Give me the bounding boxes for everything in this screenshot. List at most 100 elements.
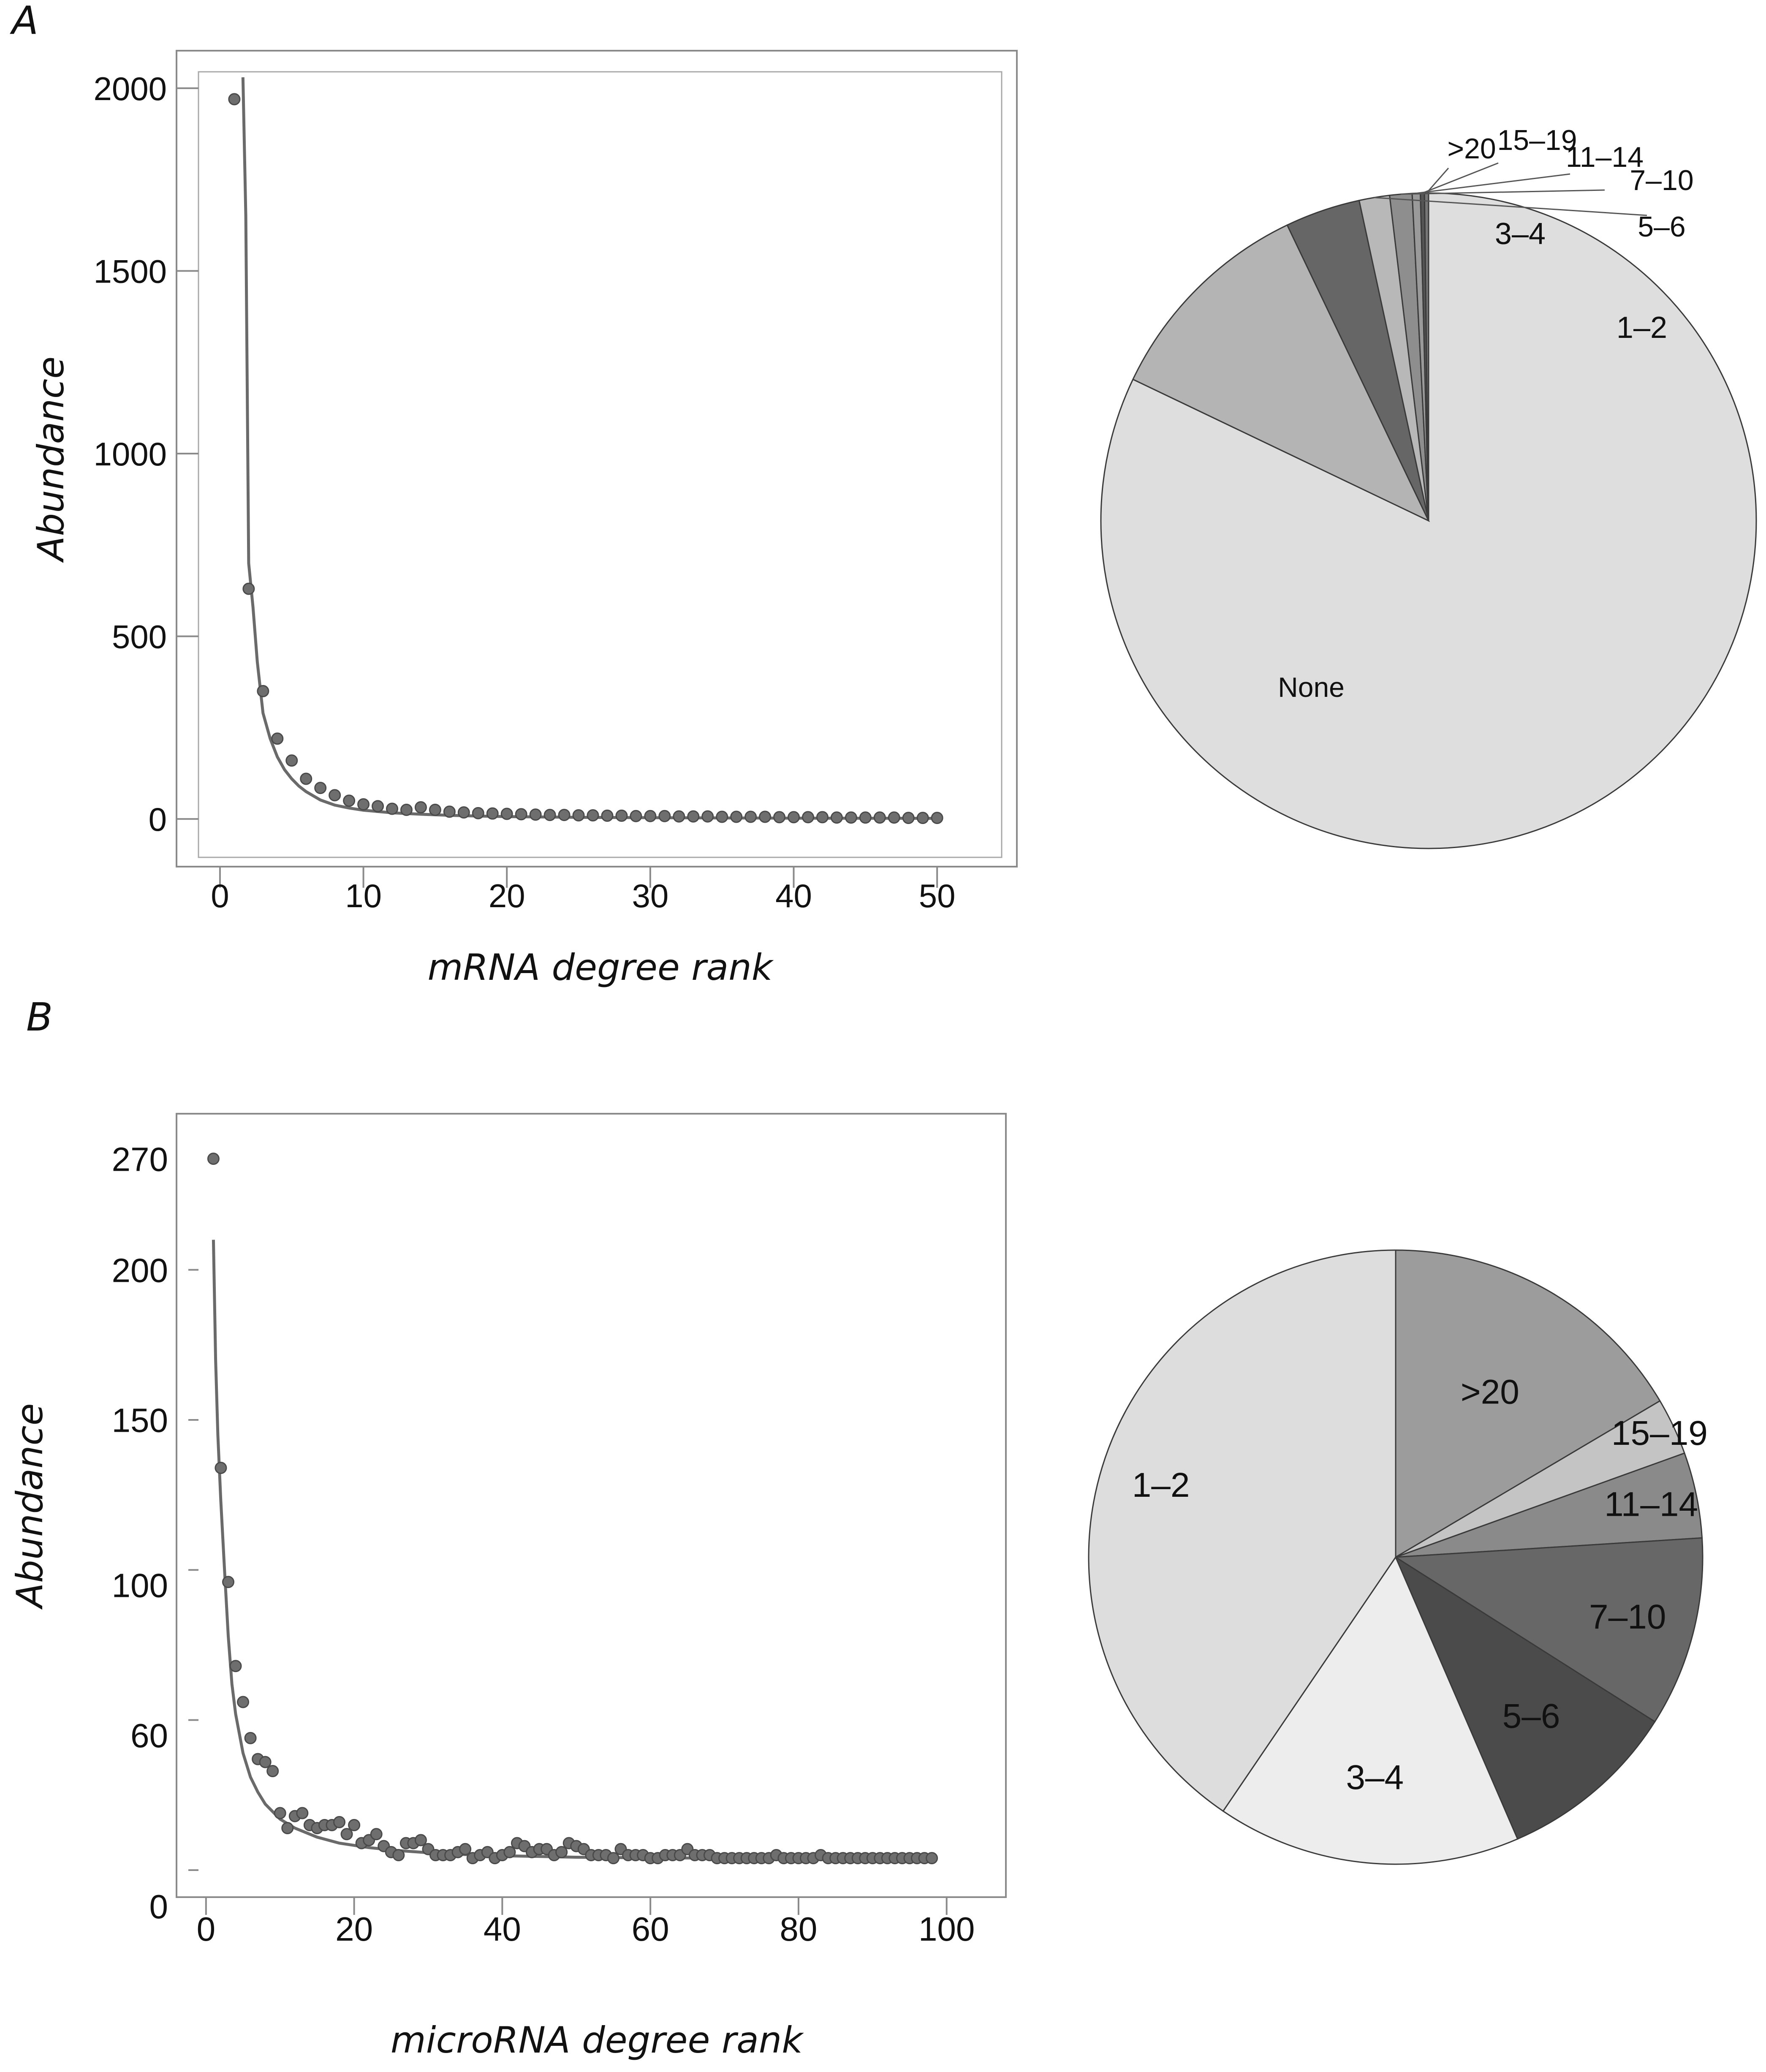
data-point: [242, 582, 255, 595]
data-point: [601, 809, 614, 822]
data-point: [237, 1696, 250, 1708]
data-point: [244, 1732, 257, 1744]
data-point: [259, 1756, 272, 1768]
data-point: [873, 811, 886, 824]
pie-slice: [1222, 1555, 1519, 1865]
data-point: [357, 798, 370, 811]
data-point: [215, 1462, 227, 1474]
pie-callout-line: [1416, 173, 1570, 194]
data-point: [816, 811, 829, 824]
data-point: [414, 1834, 427, 1846]
y-tick-label: 60: [130, 1717, 168, 1754]
panel-b-label: B: [26, 995, 53, 1040]
x-tick-label: 50: [919, 877, 956, 914]
data-point: [515, 808, 527, 821]
pie-label: 15–19: [1611, 1414, 1708, 1452]
data-point: [687, 810, 700, 823]
data-point: [414, 801, 427, 813]
y-tick-label: 0: [149, 801, 167, 838]
pie-label: 5–6: [1638, 211, 1685, 243]
pie-callout-line: [1426, 168, 1449, 194]
pie-label: 7–10: [1630, 164, 1693, 196]
pie-label: 3–4: [1495, 217, 1546, 251]
data-point: [673, 810, 685, 823]
data-point: [916, 812, 929, 824]
pie-callout-line: [1374, 197, 1647, 216]
data-point: [543, 809, 556, 821]
scatter-chart-b: 0 20 40 60 80 100 270 200 150 100 60 0 microRNA degr…: [9, 1113, 1007, 2061]
data-point: [271, 732, 284, 745]
data-point: [788, 811, 800, 824]
data-point: [300, 772, 312, 785]
data-point: [472, 807, 484, 819]
data-point: [773, 811, 786, 824]
plot-inner-frame: [198, 71, 1003, 858]
data-point: [314, 782, 327, 794]
pie-label: 11–14: [1566, 141, 1644, 173]
x-tick-label: 0: [211, 877, 229, 914]
fit-curve: [241, 77, 937, 820]
pie-slice: [1394, 1555, 1656, 1840]
fit-curve: [212, 1240, 932, 1860]
pie-label: None: [1278, 672, 1345, 703]
data-point: [400, 804, 413, 816]
y-tick-label: 200: [112, 1251, 168, 1289]
y-tick-label: 2000: [93, 70, 167, 107]
x-tick-label: 40: [484, 1910, 521, 1948]
data-point: [931, 812, 943, 824]
data-point: [459, 1843, 472, 1855]
pie-label: 15–19: [1497, 124, 1577, 156]
y-axis-title: Abundance: [30, 356, 72, 563]
data-point: [329, 789, 341, 802]
pie-label: 1–2: [1617, 311, 1667, 345]
x-axis-title: microRNA degree rank: [391, 2019, 804, 2061]
data-point: [228, 93, 241, 106]
x-tick-label: 10: [345, 877, 382, 914]
data-point: [701, 810, 714, 823]
data-point: [716, 810, 728, 823]
data-point: [759, 810, 772, 823]
data-point: [888, 811, 900, 824]
pie-slice: [1395, 1452, 1703, 1558]
data-point: [333, 1816, 346, 1828]
data-point: [274, 1807, 286, 1819]
pie-callout-line: [1422, 162, 1499, 194]
y-tick-label: 270: [112, 1140, 168, 1178]
data-point: [500, 808, 513, 820]
x-tick-label: 80: [780, 1910, 817, 1948]
data-point: [644, 810, 657, 822]
y-tick-label: 100: [112, 1567, 168, 1604]
data-point: [285, 754, 298, 767]
pie-label: 1–2: [1132, 1466, 1190, 1504]
data-point: [630, 810, 642, 822]
data-point: [607, 1852, 619, 1865]
data-point: [443, 805, 456, 818]
data-point: [343, 794, 356, 807]
data-point: [207, 1153, 220, 1165]
pie-slice: [1088, 1249, 1396, 1812]
data-point: [257, 685, 269, 697]
y-tick-label: 150: [112, 1402, 168, 1439]
pie-label: >20: [1447, 133, 1496, 165]
data-point: [744, 810, 757, 823]
plot-frame: [176, 1113, 1007, 1898]
data-point: [372, 800, 384, 813]
pie-slice: [1394, 1537, 1704, 1723]
data-point: [587, 809, 599, 822]
panel-a-label: A: [10, 0, 38, 43]
y-tick-label: 0: [149, 1888, 168, 1925]
x-tick-label: 20: [335, 1910, 373, 1948]
data-point: [348, 1819, 361, 1831]
pie-label: 11–14: [1604, 1485, 1698, 1524]
pie-slice: [1132, 224, 1430, 522]
pie-label: 5–6: [1502, 1697, 1560, 1735]
data-point: [801, 811, 814, 824]
x-tick-label: 60: [632, 1910, 669, 1948]
data-point: [370, 1828, 383, 1841]
data-point: [558, 809, 571, 821]
pie-callout-line: [1401, 189, 1605, 195]
x-tick-label: 20: [489, 877, 525, 914]
y-tick-label: 1500: [93, 253, 167, 290]
